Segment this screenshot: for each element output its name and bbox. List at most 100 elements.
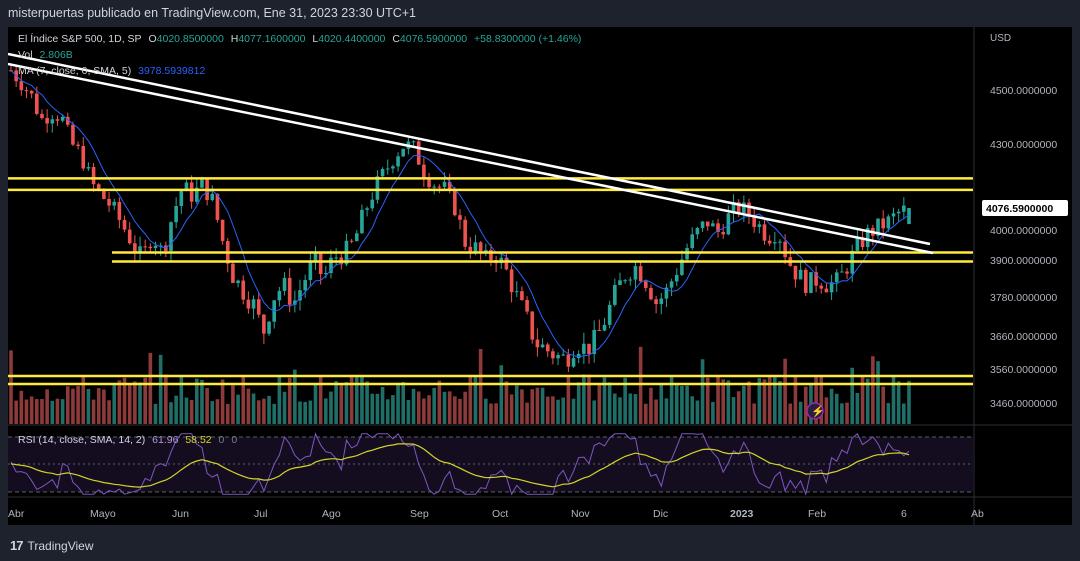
volume-bar [865,378,870,424]
candle-body [215,193,220,220]
volume-bar [721,379,725,424]
candle-body [803,269,808,293]
volume-bar [896,381,901,424]
volume-bar [669,375,674,424]
candle-body [50,119,55,124]
candle-body [246,299,251,309]
ma-legend: MA (7, close, 0, SMA, 5) 3978.5939812 [18,65,209,77]
candle-body [545,344,550,352]
price-tick-label: 3460.0000000 [990,398,1057,410]
volume-bar [525,402,529,424]
candle-body [592,329,596,355]
candle-body [473,242,478,253]
volume-bar [860,376,865,424]
volume-bar [504,381,509,424]
volume-bar [736,391,741,424]
volume-bar [143,377,147,424]
volume-bar [902,403,906,424]
candle-body [489,249,493,261]
candle-body [189,182,194,202]
volume-bar [633,394,638,424]
volume-bar [210,401,215,424]
candle-body [107,198,111,206]
last-price-label: 4076.5900000 [986,203,1053,215]
volume-bar [112,384,117,424]
volume-bar [29,396,34,424]
price-tick-label: 4500.0000000 [990,85,1057,97]
candle-body [133,243,137,252]
candle-body [819,285,824,289]
volume-bar [293,369,297,424]
time-tick-label: Oct [492,508,508,520]
volume-bar [674,385,679,424]
candle-body [711,223,715,227]
candle-body [45,117,49,124]
volume-bar [117,380,122,424]
ohlc-legend: El Índice S&P 500, 1D, SP O4020.8500000 … [18,33,585,45]
candle-body [824,288,829,293]
volume-bar [45,389,49,424]
ma-value: 3978.5939812 [138,65,206,77]
volume-bar [571,398,576,424]
volume-bar [592,400,596,424]
currency-label: USD [990,33,1011,44]
candle-body [907,208,911,225]
price-tick-label: 3900.0000000 [990,255,1057,267]
volume-bar [716,376,720,424]
volume-bar [354,374,359,424]
candle-body [117,201,122,220]
volume-bar [360,376,364,424]
volume-bar [855,392,860,424]
volume-bar [654,399,658,424]
low-value: 4020.4400000 [318,33,386,45]
candle-body [437,186,442,188]
volume-bar [71,388,75,424]
volume-legend: Vol 2.806B [18,49,77,61]
candle-body [525,299,529,312]
candle-body [793,265,798,280]
candle-body [783,241,787,258]
candle-body [886,216,891,229]
volume-bar [752,403,756,424]
volume-bar [442,391,447,424]
volume-bar [489,403,493,424]
candle-body [757,224,762,227]
volume-bar [35,399,39,424]
volume-bar [138,382,142,424]
volume-bar [385,399,390,424]
volume-bar [133,381,137,424]
candle-body [396,156,400,167]
candle-body [669,281,674,288]
chart-panel[interactable]: 75.0050.0025.00 USD 4500.0000000 4300.0000… [8,27,1072,525]
trendline-upper [8,52,931,246]
volume-bar [220,379,225,424]
publish-header: misterpuertas publicado en TradingView.c… [8,6,417,20]
volume-bar [411,388,416,424]
candle-body [809,272,813,293]
time-tick-label: Abr [8,508,25,520]
volume-bar [731,397,736,424]
volume-bar [561,397,566,424]
close-label: C [392,33,400,45]
lightning-icon [806,402,824,420]
volume-bar [602,377,607,424]
candle-body [422,164,426,179]
candlestick-chart[interactable]: 75.0050.0025.00 USD 4500.0000000 4300.0000… [8,27,1072,525]
volume-bar [148,352,153,424]
volume-bar [19,390,24,424]
candle-body [308,260,313,281]
high-label: H [230,33,239,45]
volume-bar [829,388,834,424]
candle-body [520,291,524,300]
candle-body [370,199,375,209]
candle-body [680,259,684,275]
volume-bar [282,391,287,424]
volume-bar [638,346,643,424]
candle-body [65,116,70,125]
volume-bar [520,389,524,424]
volume-bar [272,403,277,424]
volume-bar [788,403,793,424]
candle-body [442,181,447,187]
candle-body [375,176,380,200]
volume-bar [427,395,431,424]
